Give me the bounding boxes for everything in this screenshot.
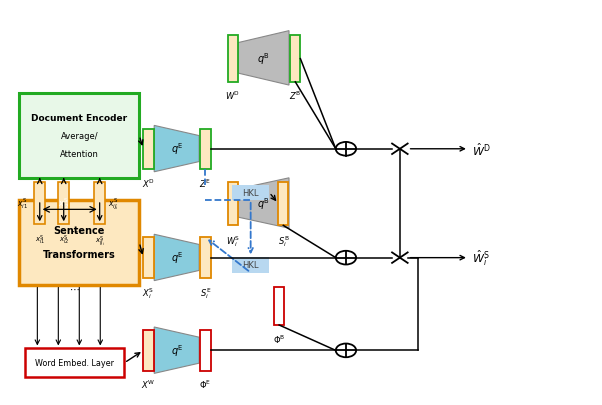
Text: $\Phi^{\rm B}$: $\Phi^{\rm B}$ bbox=[273, 333, 285, 345]
Bar bbox=[143, 330, 154, 371]
Bar bbox=[232, 258, 269, 273]
Text: $q^{\rm E}$: $q^{\rm E}$ bbox=[172, 250, 184, 266]
Text: $S_i^{\rm E}$: $S_i^{\rm E}$ bbox=[200, 286, 211, 300]
Bar bbox=[200, 238, 211, 278]
Text: $\hat{W}_i^{\rm S}$: $\hat{W}_i^{\rm S}$ bbox=[472, 248, 489, 268]
Text: $W_i^{\rm S}$: $W_i^{\rm S}$ bbox=[226, 233, 240, 248]
Bar bbox=[232, 185, 269, 200]
Bar bbox=[290, 36, 300, 83]
Text: $X_i^{\rm S}$: $X_i^{\rm S}$ bbox=[143, 286, 155, 300]
Bar bbox=[143, 129, 154, 170]
Text: $X^{\rm D}$: $X^{\rm D}$ bbox=[142, 177, 155, 189]
Text: $x_{i2}^{\rm S}$: $x_{i2}^{\rm S}$ bbox=[58, 196, 69, 211]
Bar bbox=[34, 182, 45, 225]
Polygon shape bbox=[154, 234, 199, 281]
Text: HKL: HKL bbox=[243, 261, 259, 270]
Text: $Z^{\rm E}$: $Z^{\rm E}$ bbox=[199, 177, 211, 189]
Text: $S_i^{\rm B}$: $S_i^{\rm B}$ bbox=[278, 233, 289, 248]
Polygon shape bbox=[154, 126, 199, 173]
Text: $\cdots$: $\cdots$ bbox=[69, 283, 80, 293]
Polygon shape bbox=[154, 327, 199, 373]
Text: $q^{\rm E}$: $q^{\rm E}$ bbox=[172, 343, 184, 358]
Bar bbox=[228, 182, 238, 226]
Bar bbox=[25, 349, 124, 377]
Text: Sentence: Sentence bbox=[54, 226, 105, 236]
Bar bbox=[58, 182, 69, 225]
Text: $x_{iJ_i}^{\rm S}$: $x_{iJ_i}^{\rm S}$ bbox=[108, 196, 119, 211]
Bar bbox=[19, 200, 139, 285]
Text: $Z^{\rm B}$: $Z^{\rm B}$ bbox=[289, 90, 302, 102]
Text: Word Embed. Layer: Word Embed. Layer bbox=[36, 358, 114, 367]
Text: $x_{i2}^{\rm S}$: $x_{i2}^{\rm S}$ bbox=[58, 233, 69, 247]
Bar bbox=[95, 182, 105, 225]
Text: $q^{\rm B}$: $q^{\rm B}$ bbox=[257, 51, 270, 66]
Text: $q^{\rm B}$: $q^{\rm B}$ bbox=[257, 196, 270, 211]
Text: $\cdots$: $\cdots$ bbox=[71, 226, 82, 235]
Text: $x_{i1}^{\rm S}$: $x_{i1}^{\rm S}$ bbox=[17, 196, 28, 211]
Bar bbox=[278, 182, 288, 226]
Text: Average/: Average/ bbox=[60, 132, 98, 141]
Bar bbox=[228, 36, 238, 83]
Text: $W^{\rm D}$: $W^{\rm D}$ bbox=[225, 90, 241, 102]
Text: $x_{iJ_i}^{\rm S}$: $x_{iJ_i}^{\rm S}$ bbox=[95, 233, 105, 248]
Text: $X^{\rm W}$: $X^{\rm W}$ bbox=[141, 378, 156, 390]
Text: $q^{\rm E}$: $q^{\rm E}$ bbox=[172, 141, 184, 157]
Bar bbox=[274, 287, 284, 325]
Text: $x_{i1}^{\rm S}$: $x_{i1}^{\rm S}$ bbox=[34, 233, 45, 247]
Bar bbox=[143, 238, 154, 278]
Bar bbox=[200, 129, 211, 170]
Bar bbox=[19, 94, 139, 178]
Text: HKL: HKL bbox=[243, 188, 259, 197]
Text: Transformers: Transformers bbox=[43, 250, 116, 260]
Text: Document Encoder: Document Encoder bbox=[31, 113, 128, 123]
Bar bbox=[200, 330, 211, 371]
Text: $\hat{W}^{\rm D}$: $\hat{W}^{\rm D}$ bbox=[472, 141, 491, 158]
Polygon shape bbox=[238, 178, 289, 229]
Text: Attention: Attention bbox=[60, 150, 99, 159]
Polygon shape bbox=[238, 32, 289, 86]
Text: $\Phi^{\rm E}$: $\Phi^{\rm E}$ bbox=[199, 378, 211, 390]
